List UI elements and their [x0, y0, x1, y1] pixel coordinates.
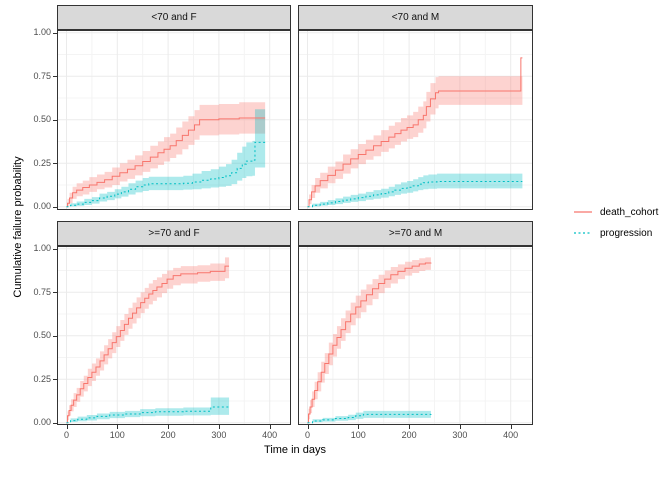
x-tick-label: 400 — [503, 430, 519, 440]
y-tick-label: 0.00 — [33, 417, 51, 428]
x-tick — [269, 425, 271, 429]
x-tick — [218, 425, 220, 429]
progression-line — [66, 140, 266, 208]
legend-label-death-cohort: death_cohort — [600, 206, 659, 218]
legend-item-progression: progression — [573, 227, 658, 239]
y-tick-label: 0.50 — [33, 114, 51, 125]
x-tick-label: 200 — [160, 430, 176, 440]
x-axis-title: Time in days — [264, 444, 326, 456]
facet-strip-label: <70 and M — [391, 12, 440, 23]
progression-ribbon — [66, 109, 266, 207]
death-cohort-ribbon — [307, 257, 431, 423]
x-tick-label: 100 — [109, 430, 125, 440]
x-tick — [510, 425, 512, 429]
x-tick-label: 300 — [211, 430, 227, 440]
y-tick-label: 0.25 — [33, 373, 51, 384]
x-tick — [66, 425, 68, 429]
x-tick — [358, 425, 360, 429]
facet-panel-1 — [57, 30, 291, 210]
y-tick-label: 1.00 — [33, 243, 51, 254]
y-tick — [53, 119, 57, 121]
death-cohort-key-icon — [574, 211, 592, 213]
death-cohort-ribbon — [66, 257, 230, 423]
progression-line — [307, 413, 432, 424]
y-tick — [53, 163, 57, 165]
x-tick — [168, 425, 170, 429]
progression-key-icon — [574, 232, 592, 234]
y-tick-label: 1.00 — [33, 27, 51, 38]
y-tick-label: 0.00 — [33, 201, 51, 212]
progression-line — [307, 180, 523, 208]
y-tick-label: 0.50 — [33, 330, 51, 341]
x-tick-label: 300 — [452, 430, 468, 440]
x-tick — [459, 425, 461, 429]
y-tick — [53, 422, 57, 424]
legend: death_cohort progression — [573, 206, 658, 239]
y-tick — [53, 335, 57, 337]
y-tick — [53, 206, 57, 208]
death-cohort-line — [307, 57, 523, 208]
x-tick — [409, 425, 411, 429]
death-cohort-ribbon — [66, 102, 266, 207]
y-tick — [53, 76, 57, 78]
death-cohort-line — [66, 265, 230, 424]
facet-strip-ge70-F: >=70 and F — [57, 221, 291, 246]
death-cohort-line — [66, 117, 266, 208]
x-tick — [117, 425, 119, 429]
facet-strip-lt70-M: <70 and M — [298, 5, 533, 30]
progression-line — [66, 406, 230, 424]
legend-label-progression: progression — [600, 227, 653, 239]
y-tick — [53, 379, 57, 381]
death-cohort-line — [307, 262, 432, 424]
x-tick-label: 0 — [304, 430, 310, 440]
y-tick-label: 0.75 — [33, 70, 51, 81]
facet-panel-2 — [298, 30, 533, 210]
legend-item-death-cohort: death_cohort — [573, 206, 658, 218]
y-tick-label: 0.25 — [33, 157, 51, 168]
facet-strip-label: <70 and F — [151, 12, 197, 23]
facet-panel-4 — [298, 246, 533, 425]
y-tick — [53, 248, 57, 250]
facet-strip-ge70-M: >=70 and M — [298, 221, 533, 246]
facet-strip-label: >=70 and F — [148, 228, 200, 239]
progression-ribbon — [307, 410, 431, 423]
facet-strip-lt70-F: <70 and F — [57, 5, 291, 30]
facet-panel-3 — [57, 246, 291, 425]
death-cohort-ribbon — [307, 76, 523, 207]
x-tick-label: 200 — [401, 430, 417, 440]
y-tick-label: 0.75 — [33, 286, 51, 297]
x-tick-label: 100 — [350, 430, 366, 440]
y-tick — [53, 292, 57, 294]
x-tick-label: 400 — [262, 430, 278, 440]
y-tick — [53, 32, 57, 34]
x-tick-label: 0 — [63, 430, 69, 440]
facet-strip-label: >=70 and M — [388, 228, 443, 239]
x-tick — [307, 425, 309, 429]
